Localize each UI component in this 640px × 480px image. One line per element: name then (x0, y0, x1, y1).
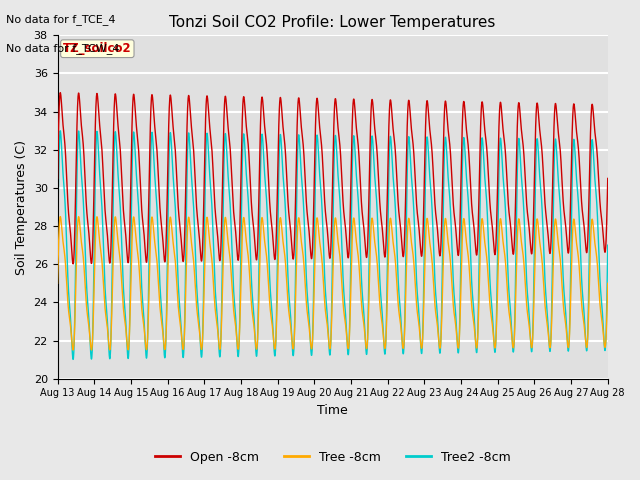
Text: No data for f_TCW_4: No data for f_TCW_4 (6, 43, 120, 54)
Y-axis label: Soil Temperatures (C): Soil Temperatures (C) (15, 140, 28, 275)
Text: No data for f_TCE_4: No data for f_TCE_4 (6, 14, 116, 25)
Text: TZ_soilco2: TZ_soilco2 (63, 42, 132, 55)
Title: Tonzi Soil CO2 Profile: Lower Temperatures: Tonzi Soil CO2 Profile: Lower Temperatur… (170, 15, 496, 30)
Legend: Open -8cm, Tree -8cm, Tree2 -8cm: Open -8cm, Tree -8cm, Tree2 -8cm (150, 445, 515, 468)
X-axis label: Time: Time (317, 404, 348, 417)
